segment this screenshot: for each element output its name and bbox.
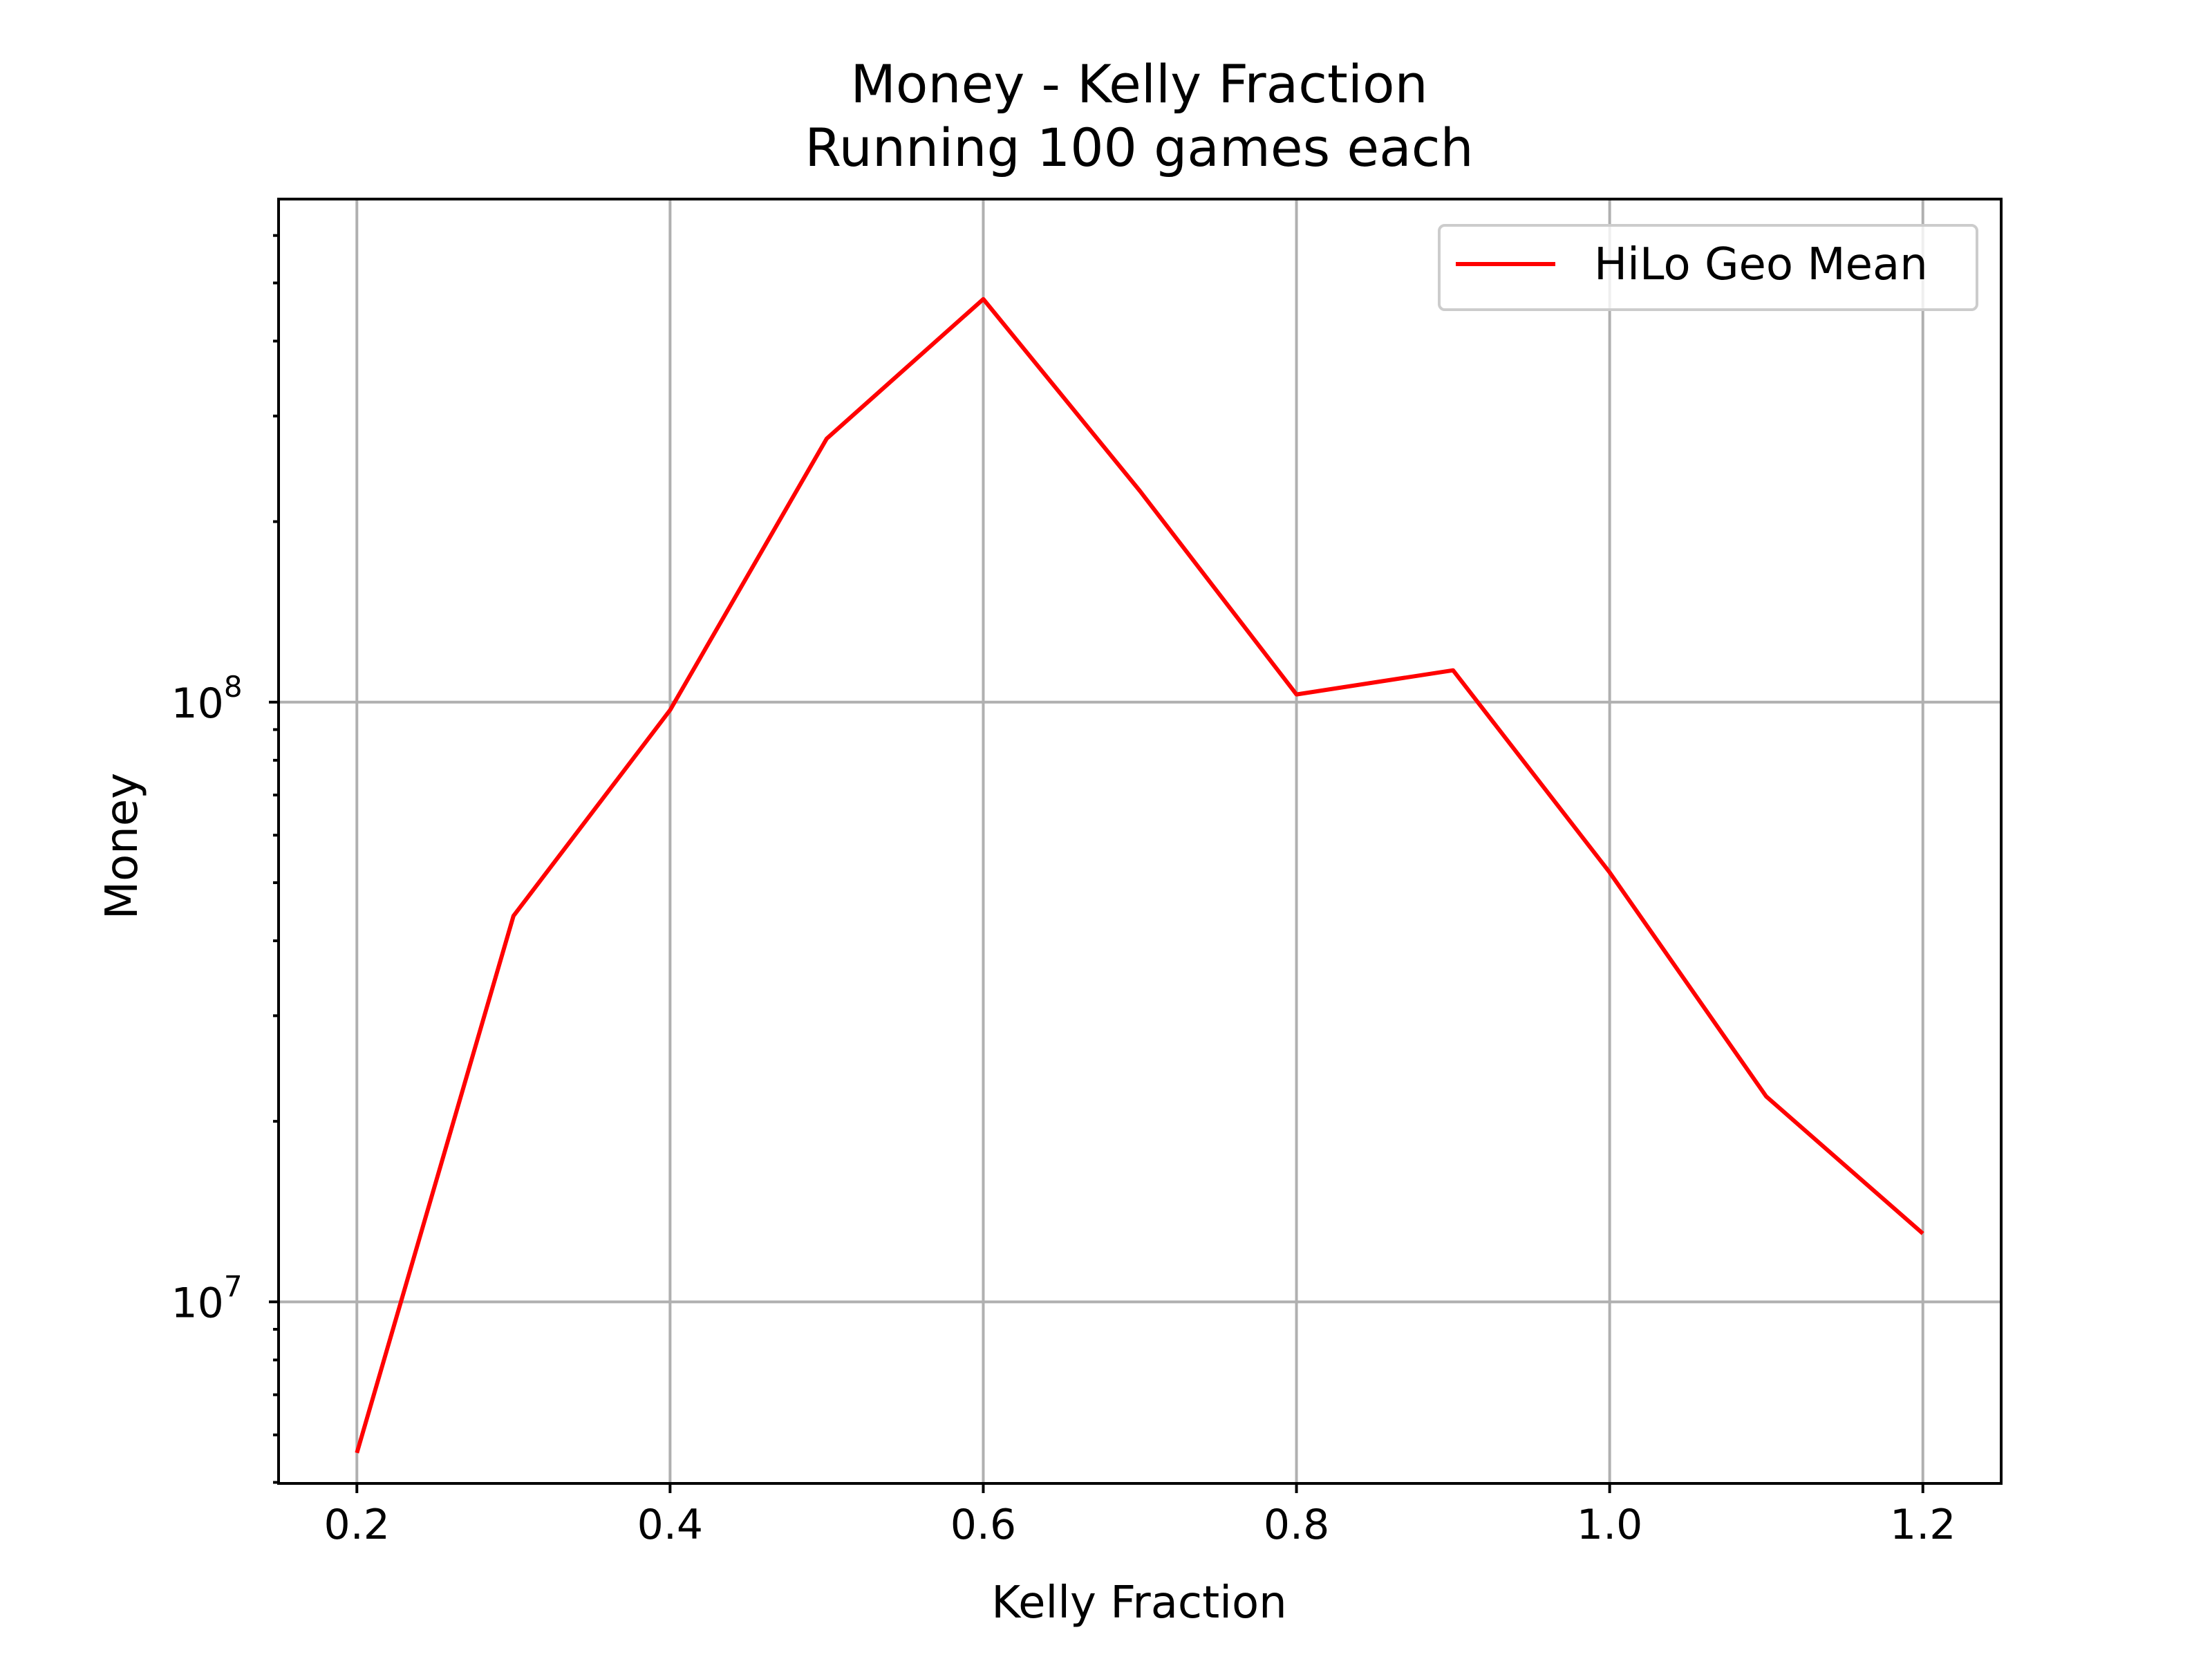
legend-label-hilo-geo-mean: HiLo Geo Mean	[1594, 239, 1928, 290]
axis-ticks: 0.2 0.4 0.6 0.8 1.0 1.2 107 108	[171, 234, 1956, 1549]
series-lines	[355, 297, 1924, 1454]
x-tick-label: 0.8	[1264, 1501, 1329, 1549]
x-tick-label: 1.0	[1577, 1501, 1642, 1549]
y-axis-label: Money	[97, 773, 148, 919]
x-tick-label: 0.2	[324, 1501, 390, 1549]
legend-box	[1438, 224, 1978, 311]
x-tick-label: 1.2	[1890, 1501, 1956, 1549]
x-axis-label: Kelly Fraction	[991, 1577, 1286, 1629]
y-tick-label: 107	[171, 1269, 242, 1327]
x-tick-label: 0.4	[637, 1501, 703, 1549]
plot-area-frame	[277, 198, 2003, 1485]
legend: HiLo Geo Mean	[1438, 224, 1978, 311]
series-line-hilo-geo-mean	[355, 297, 1924, 1454]
y-tick-label: 108	[171, 670, 242, 728]
grid-lines	[279, 199, 2001, 1483]
x-tick-label: 0.6	[950, 1501, 1016, 1549]
chart-title: Money - Kelly Fraction	[850, 53, 1427, 115]
chart-subtitle: Running 100 games each	[805, 117, 1473, 178]
